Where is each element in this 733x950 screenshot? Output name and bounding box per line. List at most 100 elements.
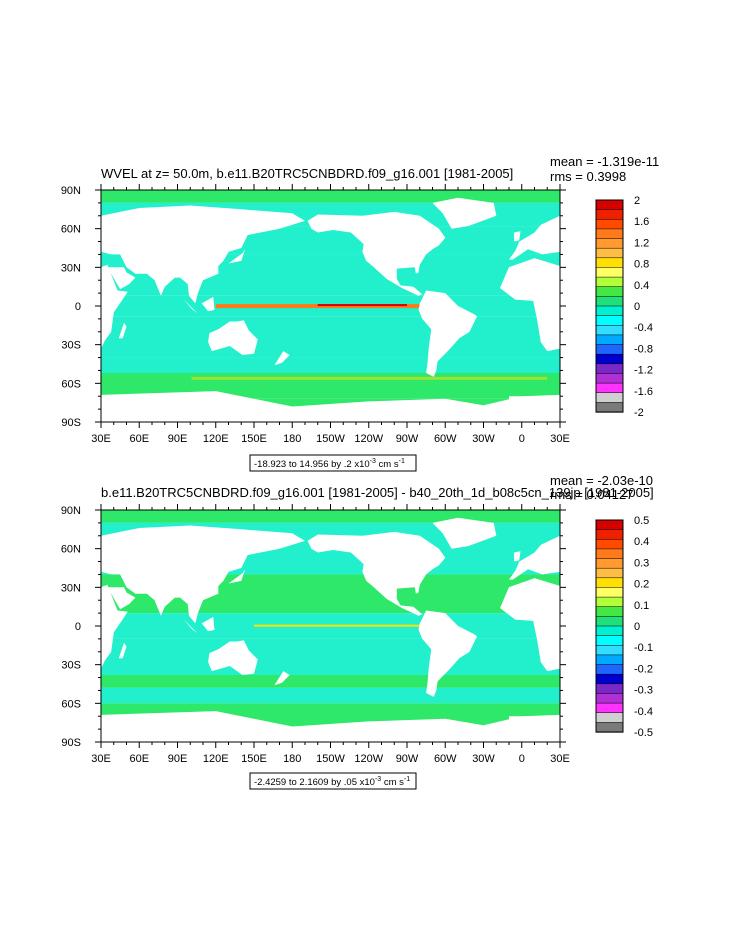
range-unit-exponent: -1 <box>404 776 410 783</box>
y-tick-label: 90N <box>61 185 81 197</box>
x-tick-label: 150W <box>316 753 345 765</box>
range-unit: cm s <box>376 459 399 470</box>
colorbar-swatch <box>595 382 624 394</box>
land-mass <box>509 394 560 422</box>
colorbar-swatch <box>595 577 624 589</box>
x-tick-label: 150W <box>316 433 345 445</box>
land-mass <box>107 587 136 610</box>
map-area <box>101 190 560 422</box>
land-mass <box>509 215 560 260</box>
x-tick-label: 90E <box>168 753 188 765</box>
x-tick-label: 120W <box>354 753 383 765</box>
colorbar-label: -0.1 <box>634 642 653 654</box>
colorbar-swatch <box>595 596 624 608</box>
land-mass <box>307 211 446 296</box>
land-mass <box>514 551 521 562</box>
land-mass <box>107 267 136 290</box>
land-mass <box>201 617 215 632</box>
colorbar-label: 0.4 <box>634 280 649 292</box>
colorbar-swatch <box>595 654 624 666</box>
colorbar-label: -1.2 <box>634 365 653 377</box>
colorbar-swatch <box>595 199 624 211</box>
land-mass <box>101 525 305 624</box>
colorbar-swatch <box>595 606 624 618</box>
x-tick-label: 30E <box>91 433 111 445</box>
x-tick-label: 30E <box>91 753 111 765</box>
land-mass <box>514 231 521 242</box>
land-mass <box>432 517 497 549</box>
y-tick-label: 30S <box>61 660 81 672</box>
land-mass <box>418 290 478 377</box>
colorbar-swatch <box>595 722 624 733</box>
colorbar-swatch <box>595 548 624 560</box>
land-mass <box>118 642 127 659</box>
colorbar-label: -0.8 <box>634 343 653 355</box>
x-tick-label: 180 <box>283 433 301 445</box>
y-tick-label: 60N <box>61 224 81 236</box>
colorbar-swatch <box>595 209 624 220</box>
range-unit-exponent: -1 <box>399 458 405 465</box>
ocean-band <box>101 638 560 675</box>
colorbar-label: 1.2 <box>634 237 649 249</box>
x-tick-label: 120W <box>354 433 383 445</box>
land-mass <box>101 205 305 304</box>
colorbar-swatch <box>595 558 624 569</box>
y-tick-label: 60S <box>61 698 81 710</box>
y-tick-label: 90N <box>61 505 81 517</box>
colorbar-swatch <box>595 693 624 704</box>
colorbar-label: 0.5 <box>634 515 649 527</box>
land-mass <box>101 711 560 742</box>
x-tick-label: 90W <box>396 433 419 445</box>
land-mass <box>183 299 198 314</box>
colorbar-label: 1.6 <box>634 216 649 228</box>
land-mass <box>274 351 290 366</box>
land-mass <box>432 197 497 229</box>
x-tick-label: 30W <box>472 433 495 445</box>
ocean-band <box>101 190 560 203</box>
colorbar-swatch <box>595 334 624 346</box>
colorbar-swatch <box>595 219 624 230</box>
ocean-band <box>101 674 560 688</box>
colorbar-label: 0.3 <box>634 557 649 569</box>
colorbar-swatch <box>595 587 624 598</box>
colorbar-swatch <box>595 257 624 269</box>
y-tick-label: 60N <box>61 544 81 556</box>
colorbar-swatch <box>595 539 624 550</box>
colorbar-swatch <box>595 315 624 326</box>
equatorial-upwelling-core <box>317 304 407 307</box>
land-mass <box>183 619 198 634</box>
x-tick-label: 180 <box>283 753 301 765</box>
southern-ocean-signal <box>191 376 548 380</box>
colorbar-label: 0 <box>634 621 640 633</box>
ocean-band <box>101 510 560 523</box>
x-tick-label: 0 <box>519 753 525 765</box>
colorbar-swatch <box>595 373 624 384</box>
colorbar-swatch <box>595 616 624 627</box>
colorbar-swatch <box>595 267 624 278</box>
y-tick-label: 30N <box>61 262 81 274</box>
colorbar-swatch <box>595 702 624 714</box>
ocean-band <box>101 357 560 374</box>
y-tick-label: 90S <box>61 417 81 429</box>
x-tick-label: 60E <box>129 753 149 765</box>
x-tick-label: 60W <box>434 433 457 445</box>
x-tick-label: 150E <box>241 753 267 765</box>
x-tick-label: 0 <box>519 433 525 445</box>
colorbar-swatch <box>595 673 624 685</box>
y-tick-label: 30N <box>61 582 81 594</box>
land-mass <box>500 578 560 672</box>
land-mass <box>307 531 446 616</box>
colorbar-frame <box>595 199 624 413</box>
x-tick-label: 120E <box>203 433 229 445</box>
colorbar-swatch <box>595 286 624 298</box>
equatorial-difference <box>254 624 420 627</box>
range-text: -18.923 to 14.956 by .2 x10 <box>254 459 370 470</box>
land-mass <box>500 258 560 352</box>
colorbar-swatch <box>595 238 624 249</box>
y-tick-label: 30S <box>61 340 81 352</box>
land-mass <box>418 610 478 697</box>
ocean-band <box>101 316 560 358</box>
map-area <box>101 510 560 742</box>
colorbar-label: -2 <box>634 407 644 419</box>
